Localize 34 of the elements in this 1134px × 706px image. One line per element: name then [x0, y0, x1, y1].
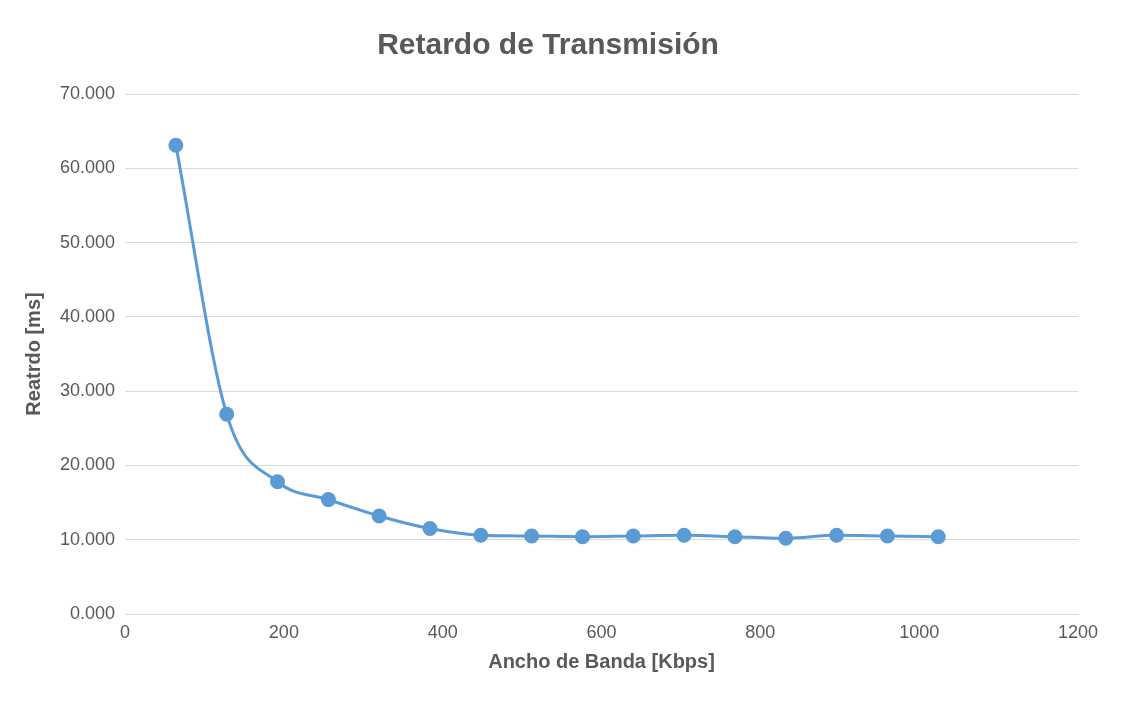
point [270, 474, 286, 490]
point [778, 530, 794, 546]
x-tick-label: 800 [745, 621, 776, 642]
point [727, 529, 743, 545]
y-tick-label: 70.000 [59, 82, 116, 103]
x-axis-title: Ancho de Banda [Kbps] [488, 649, 715, 672]
y-tick-label: 10.000 [59, 528, 116, 549]
point [625, 528, 641, 544]
point [473, 527, 489, 543]
point [829, 527, 845, 543]
x-tick-label: 0 [120, 621, 131, 642]
point [524, 528, 540, 544]
x-tick-label: 400 [427, 621, 458, 642]
point [930, 529, 946, 545]
point [422, 521, 438, 537]
y-axis-title: Reatrdo [ms] [21, 292, 44, 416]
point [371, 508, 387, 524]
point [676, 527, 692, 543]
y-tick-label: 50.000 [59, 231, 116, 252]
x-tick-label: 1000 [899, 621, 940, 642]
y-tick-label: 40.000 [59, 305, 116, 326]
point [879, 528, 895, 544]
y-tick-label: 60.000 [59, 157, 116, 178]
point [219, 406, 235, 422]
point [574, 529, 590, 545]
y-tick-label: 30.000 [59, 380, 116, 401]
x-tick-label: 200 [268, 621, 299, 642]
chart-title: Retardo de Transmisión [377, 27, 719, 61]
x-tick-label: 1200 [1057, 621, 1099, 642]
x-tick-label: 600 [586, 621, 617, 642]
point [320, 492, 336, 508]
y-tick-label: 0.000 [70, 602, 116, 623]
point [168, 137, 184, 153]
y-tick-label: 20.000 [59, 454, 116, 475]
